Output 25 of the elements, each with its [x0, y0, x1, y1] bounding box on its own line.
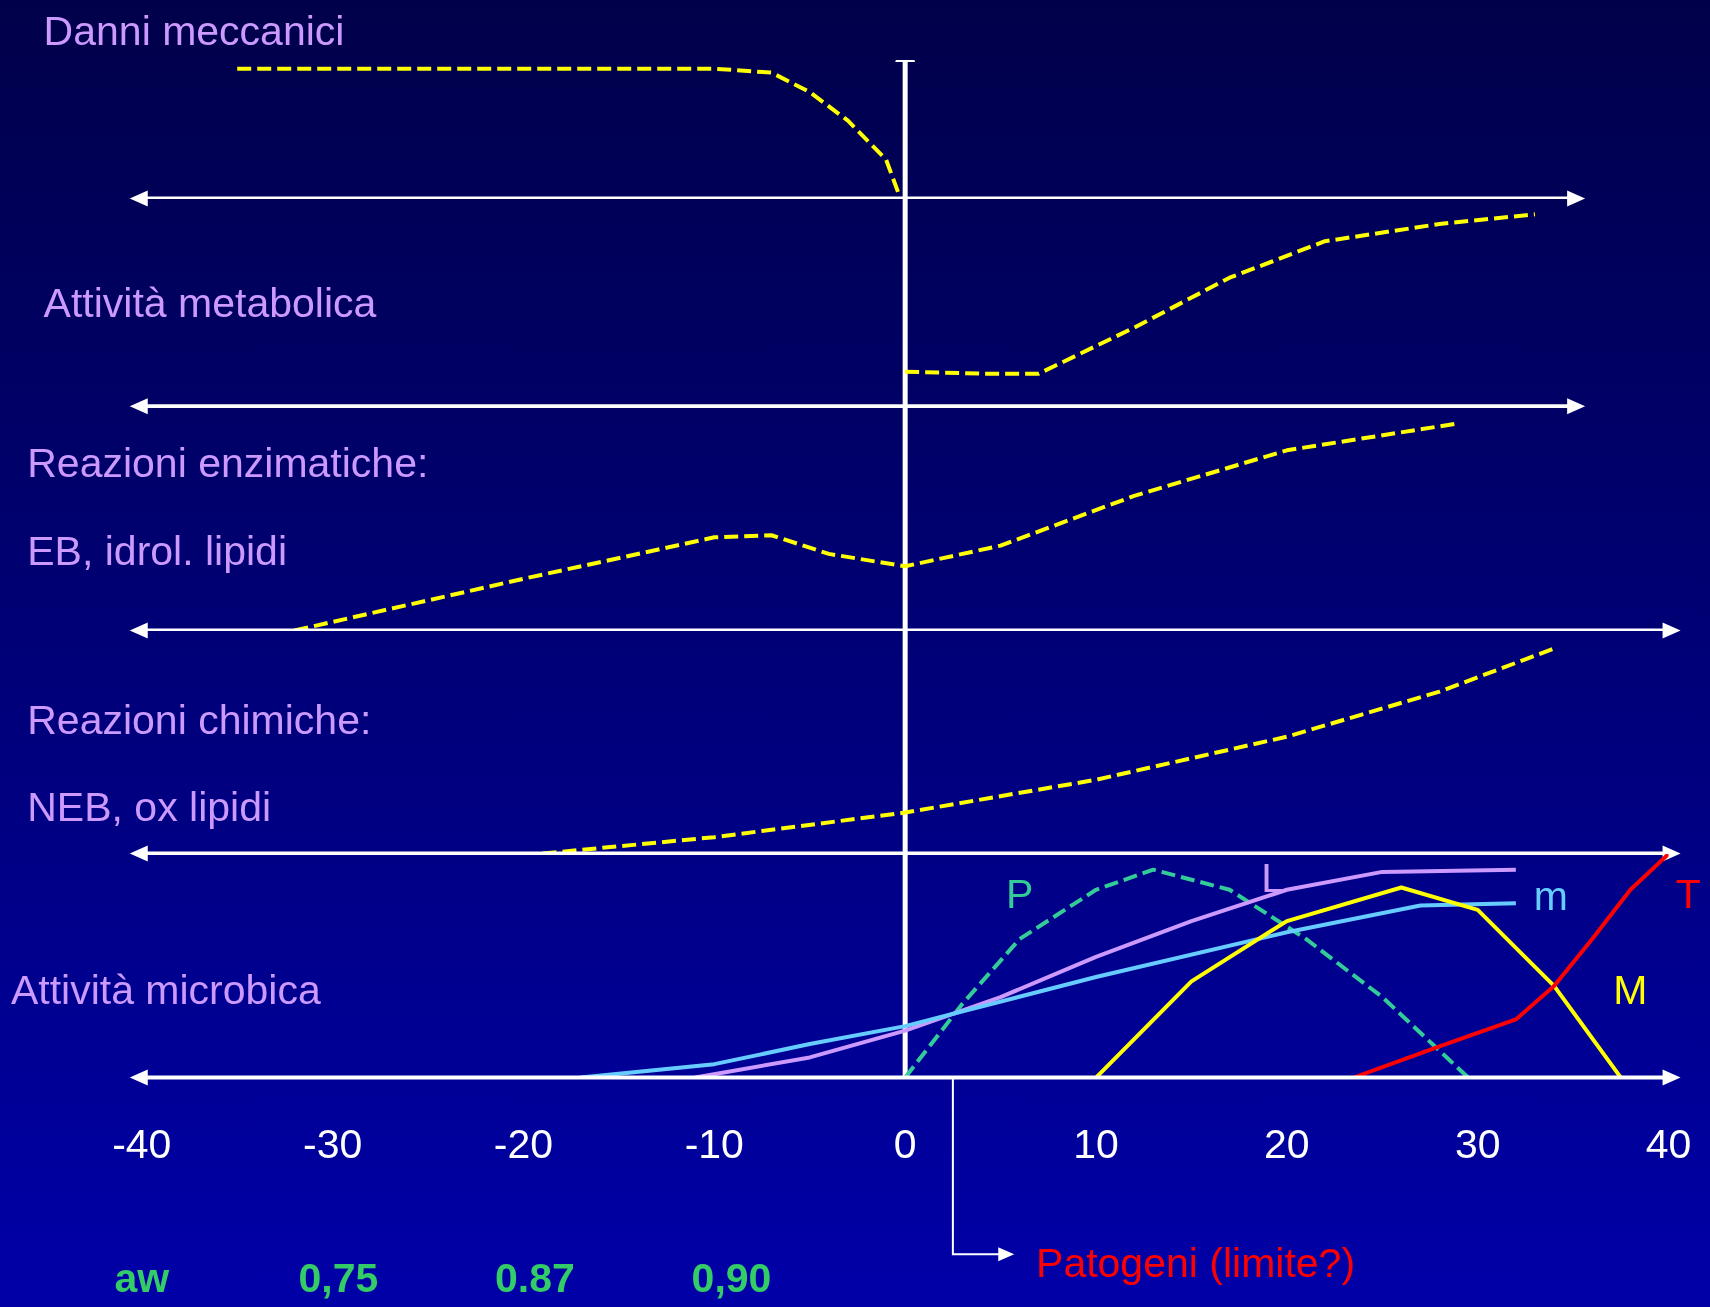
text: EB, idrol. lipidi	[27, 527, 288, 575]
text: Patogeni (limite?)	[1036, 1239, 1356, 1287]
series-label: T	[1675, 870, 1701, 918]
text: 0.87	[494, 1254, 576, 1302]
text: Attività metabolica	[43, 279, 377, 327]
x-tick-label: -40	[112, 1120, 172, 1167]
series-label: M	[1613, 966, 1648, 1014]
text: Reazioni chimiche:	[27, 696, 372, 744]
x-tick-label: 20	[1264, 1120, 1310, 1167]
x-tick-label: -20	[493, 1120, 554, 1167]
text: 0,75	[297, 1254, 380, 1302]
series-label: m	[1533, 872, 1568, 920]
x-tick-label: 0	[893, 1120, 917, 1167]
chart-title: Danni meccanici	[43, 7, 345, 55]
text: 0,90	[690, 1254, 773, 1302]
x-tick-label: -30	[303, 1120, 363, 1167]
text: Attività microbica	[10, 966, 321, 1014]
x-tick-label: 30	[1454, 1120, 1501, 1167]
text: aw	[113, 1254, 171, 1302]
x-tick-label: 10	[1073, 1120, 1119, 1167]
series-label: P	[1005, 870, 1034, 918]
text: NEB, ox lipidi	[27, 783, 272, 831]
x-tick-label: -10	[684, 1120, 744, 1167]
chart-title: Reazioni enzimatiche:	[27, 439, 429, 487]
x-tick-label: 40	[1645, 1120, 1692, 1167]
